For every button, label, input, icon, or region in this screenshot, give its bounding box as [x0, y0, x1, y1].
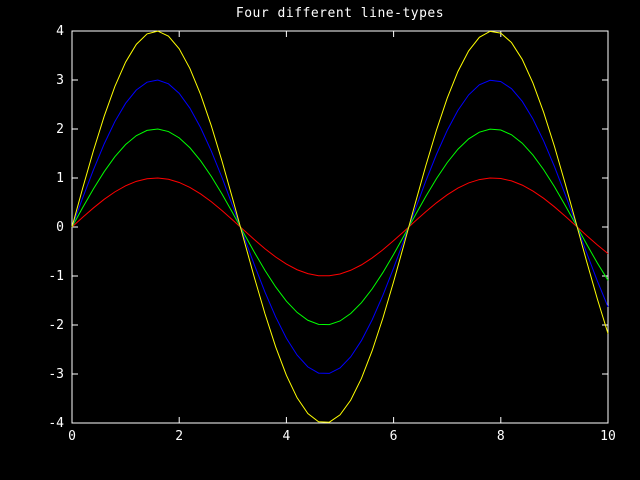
series-line-1 [71, 177, 609, 277]
series-line-4 [71, 30, 609, 423]
series-line-3 [71, 79, 609, 374]
x-tick-label: 6 [390, 429, 398, 444]
y-tick-label: 3 [56, 73, 64, 88]
y-tick-label: -4 [48, 416, 64, 431]
x-tick-label: 8 [497, 429, 505, 444]
y-tick-label: -1 [48, 269, 64, 284]
y-tick-label: 4 [56, 24, 64, 39]
x-tick-label: 10 [600, 429, 616, 444]
y-tick-label: 1 [56, 171, 64, 186]
chart-title: Four different line-types [235, 6, 445, 21]
y-tick-label: -3 [48, 367, 64, 382]
x-tick-label: 0 [68, 429, 76, 444]
x-tick-label: 4 [282, 429, 290, 444]
y-tick-label: 0 [56, 220, 64, 235]
y-tick-label: -2 [48, 318, 64, 333]
plot-frame [71, 30, 609, 424]
x-tick-label: 2 [175, 429, 183, 444]
y-tick-label: 2 [56, 122, 64, 137]
series-line-2 [71, 128, 609, 326]
